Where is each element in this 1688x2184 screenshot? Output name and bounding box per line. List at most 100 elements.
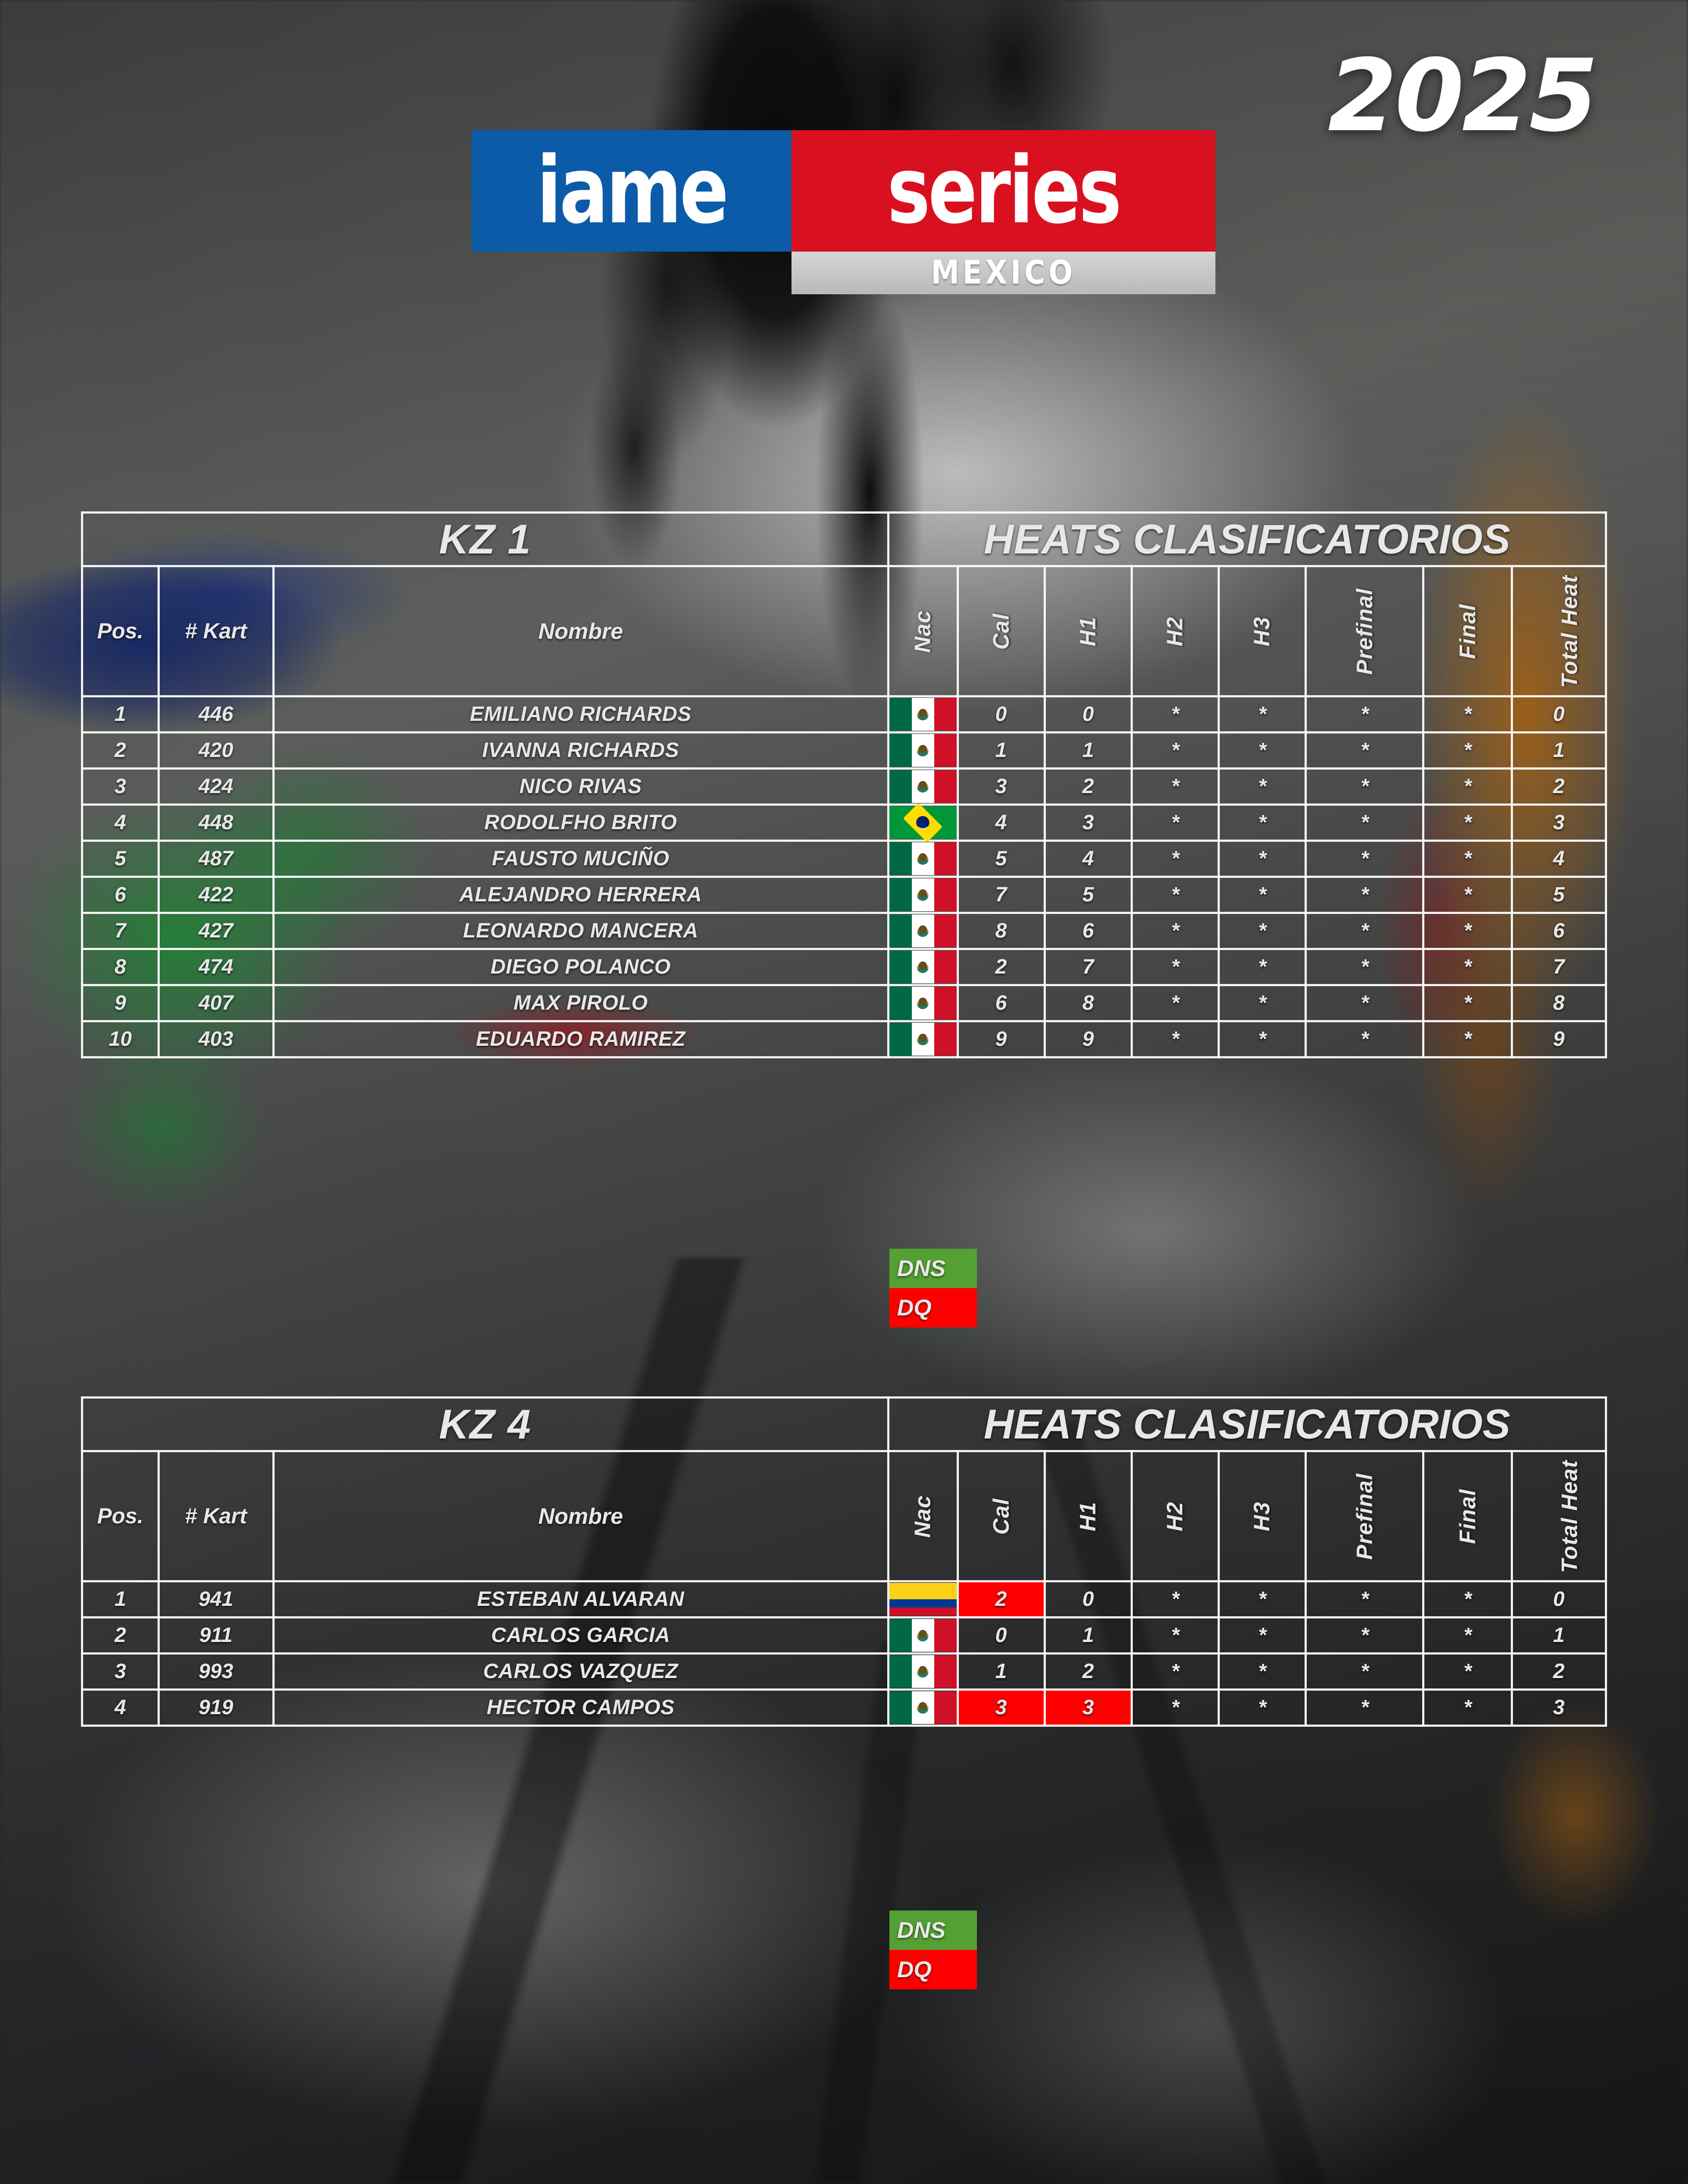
table-row[interactable]: 2 911 CARLOS GARCIA 0 1 * * * * 1 <box>81 1616 1608 1655</box>
cell-kart-number: 487 <box>157 840 275 878</box>
cell-total-heat: 9 <box>1510 1020 1608 1058</box>
cell-kart-number: 474 <box>157 948 275 986</box>
cell-driver-name: ALEJANDRO HERRERA <box>272 876 889 914</box>
cell-prefinal: * <box>1305 1652 1425 1691</box>
cell-prefinal: * <box>1305 695 1425 733</box>
cell-nationality-flag <box>887 1652 959 1691</box>
table-row[interactable]: 9 407 MAX PIROLO 6 8 * * * * 8 <box>81 984 1608 1022</box>
table-row[interactable]: 8 474 DIEGO POLANCO 2 7 * * * * 7 <box>81 948 1608 986</box>
results-table-kz4: KZ 4 HEATS CLASIFICATORIOS Pos. # Kart N… <box>81 1396 1608 1727</box>
table-title-row: KZ 4 HEATS CLASIFICATORIOS <box>81 1396 1608 1452</box>
column-header-prefinal: Prefinal <box>1305 1450 1425 1582</box>
cell-nationality-flag <box>887 1580 959 1618</box>
cell-final: * <box>1422 912 1513 950</box>
table-row[interactable]: 3 424 NICO RIVAS 3 2 * * * * 2 <box>81 767 1608 806</box>
flag-co-icon <box>889 1583 957 1616</box>
cell-total-heat: 1 <box>1510 1616 1608 1655</box>
cell-nationality-flag <box>887 695 959 733</box>
cell-driver-name: NICO RIVAS <box>272 767 889 806</box>
table-body-kz1: 1 446 EMILIANO RICHARDS 0 0 * * * * 0 2 420 IVANNA R… <box>81 695 1608 1058</box>
cell-driver-name: RODOLFHO BRITO <box>272 803 889 842</box>
cell-h1: 3 <box>1043 1688 1133 1727</box>
cell-prefinal: * <box>1305 876 1425 914</box>
cell-kart-number: 403 <box>157 1020 275 1058</box>
flag-mx-icon <box>889 1619 957 1652</box>
logo-iame-text: iame <box>536 137 729 244</box>
cell-position: 8 <box>81 948 160 986</box>
cell-cal: 0 <box>956 695 1046 733</box>
table-row[interactable]: 5 487 FAUSTO MUCIÑO 5 4 * * * * 4 <box>81 840 1608 878</box>
cell-h3: * <box>1218 912 1307 950</box>
cell-kart-number: 424 <box>157 767 275 806</box>
cell-h1: 0 <box>1043 695 1133 733</box>
category-title: KZ 1 <box>81 511 889 567</box>
legend-dq: DQ <box>889 1950 977 1989</box>
cell-h1: 9 <box>1043 1020 1133 1058</box>
logo-series-text: series <box>887 137 1122 244</box>
cell-cal: 3 <box>956 1688 1046 1727</box>
table-header-row: Pos. # Kart Nombre Nac Cal H1 H2 H3 Pref… <box>81 565 1608 697</box>
cell-driver-name: CARLOS GARCIA <box>272 1616 889 1655</box>
cell-h2: * <box>1130 1580 1220 1618</box>
cell-h2: * <box>1130 1020 1220 1058</box>
cell-h3: * <box>1218 948 1307 986</box>
column-header-cal: Cal <box>956 565 1046 697</box>
column-header-name: Nombre <box>272 565 889 697</box>
cell-cal: 1 <box>956 1652 1046 1691</box>
table-row[interactable]: 1 446 EMILIANO RICHARDS 0 0 * * * * 0 <box>81 695 1608 733</box>
cell-h2: * <box>1130 912 1220 950</box>
cell-final: * <box>1422 803 1513 842</box>
table-row[interactable]: 4 448 RODOLFHO BRITO 4 3 * * * * 3 <box>81 803 1608 842</box>
cell-total-heat: 3 <box>1510 1688 1608 1727</box>
table-row[interactable]: 2 420 IVANNA RICHARDS 1 1 * * * * 1 <box>81 731 1608 770</box>
cell-total-heat: 7 <box>1510 948 1608 986</box>
cell-h3: * <box>1218 840 1307 878</box>
column-header-h3: H3 <box>1218 1450 1307 1582</box>
cell-total-heat: 6 <box>1510 912 1608 950</box>
cell-h1: 0 <box>1043 1580 1133 1618</box>
table-title-row: KZ 1 HEATS CLASIFICATORIOS <box>81 511 1608 567</box>
cell-position: 1 <box>81 695 160 733</box>
cell-h3: * <box>1218 731 1307 770</box>
page-header: iame series MEXICO 2025 <box>0 0 1688 306</box>
flag-mx-icon <box>889 1023 957 1056</box>
column-header-prefinal: Prefinal <box>1305 565 1425 697</box>
flag-br-icon <box>889 806 957 839</box>
column-header-name: Nombre <box>272 1450 889 1582</box>
cell-position: 4 <box>81 803 160 842</box>
cell-h3: * <box>1218 984 1307 1022</box>
table-row[interactable]: 3 993 CARLOS VAZQUEZ 1 2 * * * * 2 <box>81 1652 1608 1691</box>
cell-cal: 1 <box>956 731 1046 770</box>
cell-kart-number: 993 <box>157 1652 275 1691</box>
column-header-nac: Nac <box>887 565 959 697</box>
cell-nationality-flag <box>887 1688 959 1727</box>
logo-series-block: series <box>791 130 1215 252</box>
cell-total-heat: 5 <box>1510 876 1608 914</box>
flag-mx-icon <box>889 770 957 803</box>
cell-final: * <box>1422 948 1513 986</box>
cell-h3: * <box>1218 803 1307 842</box>
cell-kart-number: 911 <box>157 1616 275 1655</box>
cell-total-heat: 3 <box>1510 803 1608 842</box>
cell-position: 10 <box>81 1020 160 1058</box>
table-row[interactable]: 6 422 ALEJANDRO HERRERA 7 5 * * * * 5 <box>81 876 1608 914</box>
table-row[interactable]: 1 941 ESTEBAN ALVARAN 2 0 * * * * 0 <box>81 1580 1608 1618</box>
table-row[interactable]: 7 427 LEONARDO MANCERA 8 6 * * * * 6 <box>81 912 1608 950</box>
table-row[interactable]: 10 403 EDUARDO RAMIREZ 9 9 * * * * 9 <box>81 1020 1608 1058</box>
cell-final: * <box>1422 840 1513 878</box>
column-header-pos: Pos. <box>81 1450 160 1582</box>
cell-cal: 2 <box>956 1580 1046 1618</box>
cell-cal: 6 <box>956 984 1046 1022</box>
cell-nationality-flag <box>887 767 959 806</box>
table-row[interactable]: 4 919 HECTOR CAMPOS 3 3 * * * * 3 <box>81 1688 1608 1727</box>
cell-cal: 8 <box>956 912 1046 950</box>
column-header-h1: H1 <box>1043 565 1133 697</box>
cell-h2: * <box>1130 767 1220 806</box>
cell-total-heat: 0 <box>1510 1580 1608 1618</box>
cell-h2: * <box>1130 1688 1220 1727</box>
logo-iame-block: iame <box>472 130 791 252</box>
logo-mexico-bar: MEXICO <box>791 252 1215 294</box>
cell-cal: 4 <box>956 803 1046 842</box>
cell-driver-name: CARLOS VAZQUEZ <box>272 1652 889 1691</box>
